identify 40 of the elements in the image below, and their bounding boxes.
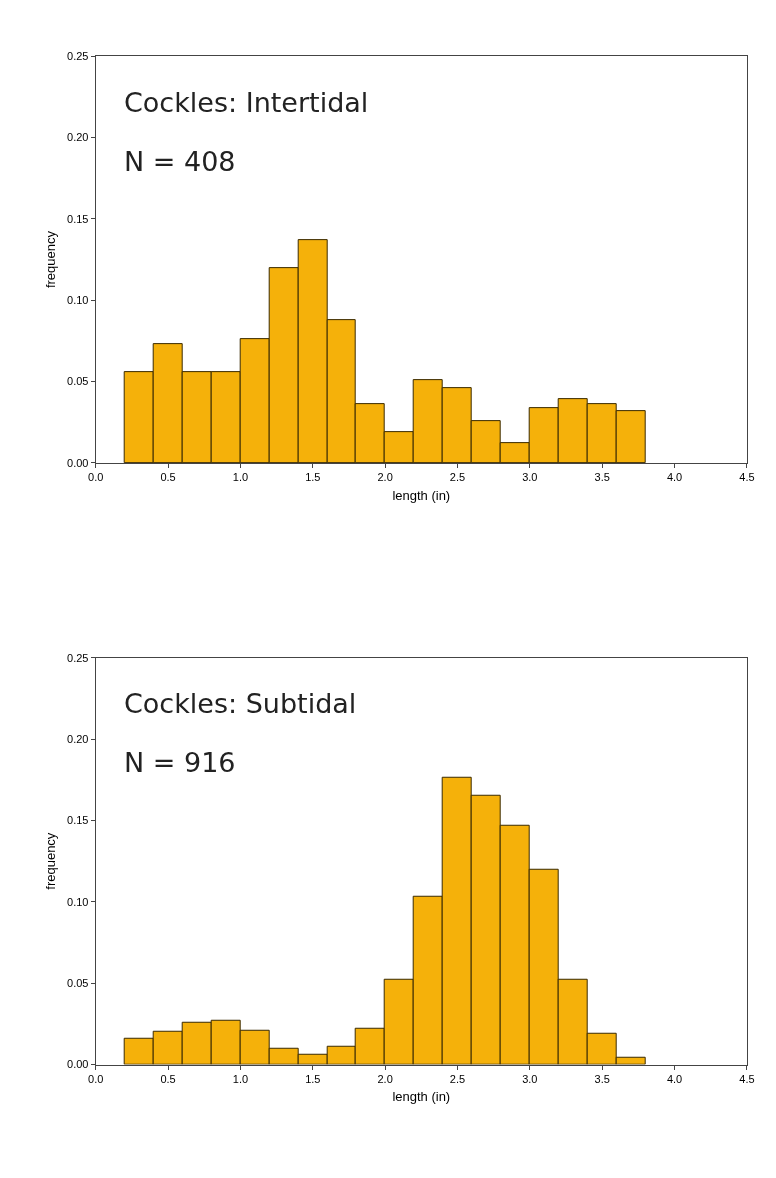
y-axis-title: frequency — [43, 230, 59, 289]
x-tick-label: 2.5 — [449, 471, 466, 484]
y-tick-label: 0.20 — [67, 131, 89, 144]
x-tick-label: 3.5 — [594, 471, 610, 484]
y-tick-label: 0.05 — [67, 977, 89, 990]
y-tick-label: 0.00 — [67, 456, 89, 469]
y-tick-label: 0.05 — [67, 375, 89, 388]
annotation: Cockles: Subtidal — [124, 688, 357, 719]
y-tick-label: 0.15 — [67, 814, 89, 827]
x-tick-label: 0.5 — [160, 1072, 176, 1085]
x-tick-label: 3.5 — [594, 1072, 610, 1085]
x-tick-label: 2.5 — [449, 1072, 466, 1085]
x-axis-title: length (in) — [392, 487, 451, 503]
x-tick-label: 4.0 — [666, 1072, 683, 1085]
y-tick-label: 0.10 — [67, 294, 89, 307]
x-tick-label: 3.0 — [522, 471, 538, 484]
x-tick-label: 0.0 — [88, 471, 104, 484]
y-tick-label: 0.20 — [67, 732, 89, 745]
x-tick-label: 4.0 — [666, 471, 683, 484]
x-tick-label: 4.5 — [739, 471, 755, 484]
annotation: N = 916 — [124, 747, 236, 778]
y-tick-label: 0.25 — [67, 49, 89, 62]
x-tick-label: 0.5 — [160, 471, 176, 484]
x-tick-label: 2.0 — [377, 1072, 393, 1085]
x-tick-label: 1.0 — [232, 471, 249, 484]
x-tick-label: 1.5 — [305, 471, 321, 484]
x-tick-label: 1.0 — [232, 1072, 249, 1085]
x-tick-label: 0.0 — [88, 1072, 104, 1085]
annotation: N = 408 — [124, 146, 236, 177]
annotation: Cockles: Intertidal — [124, 87, 369, 118]
y-axis-title: frequency — [43, 832, 59, 890]
y-tick-label: 0.00 — [67, 1058, 89, 1071]
y-tick-label: 0.15 — [67, 212, 89, 225]
y-tick-label: 0.25 — [67, 651, 89, 664]
y-tick-label: 0.10 — [67, 895, 89, 908]
x-axis-title: length (in) — [392, 1089, 451, 1105]
x-tick-label: 1.5 — [305, 1072, 321, 1085]
x-tick-label: 3.0 — [522, 1072, 538, 1085]
x-tick-label: 4.5 — [739, 1072, 755, 1085]
x-tick-label: 2.0 — [377, 471, 393, 484]
